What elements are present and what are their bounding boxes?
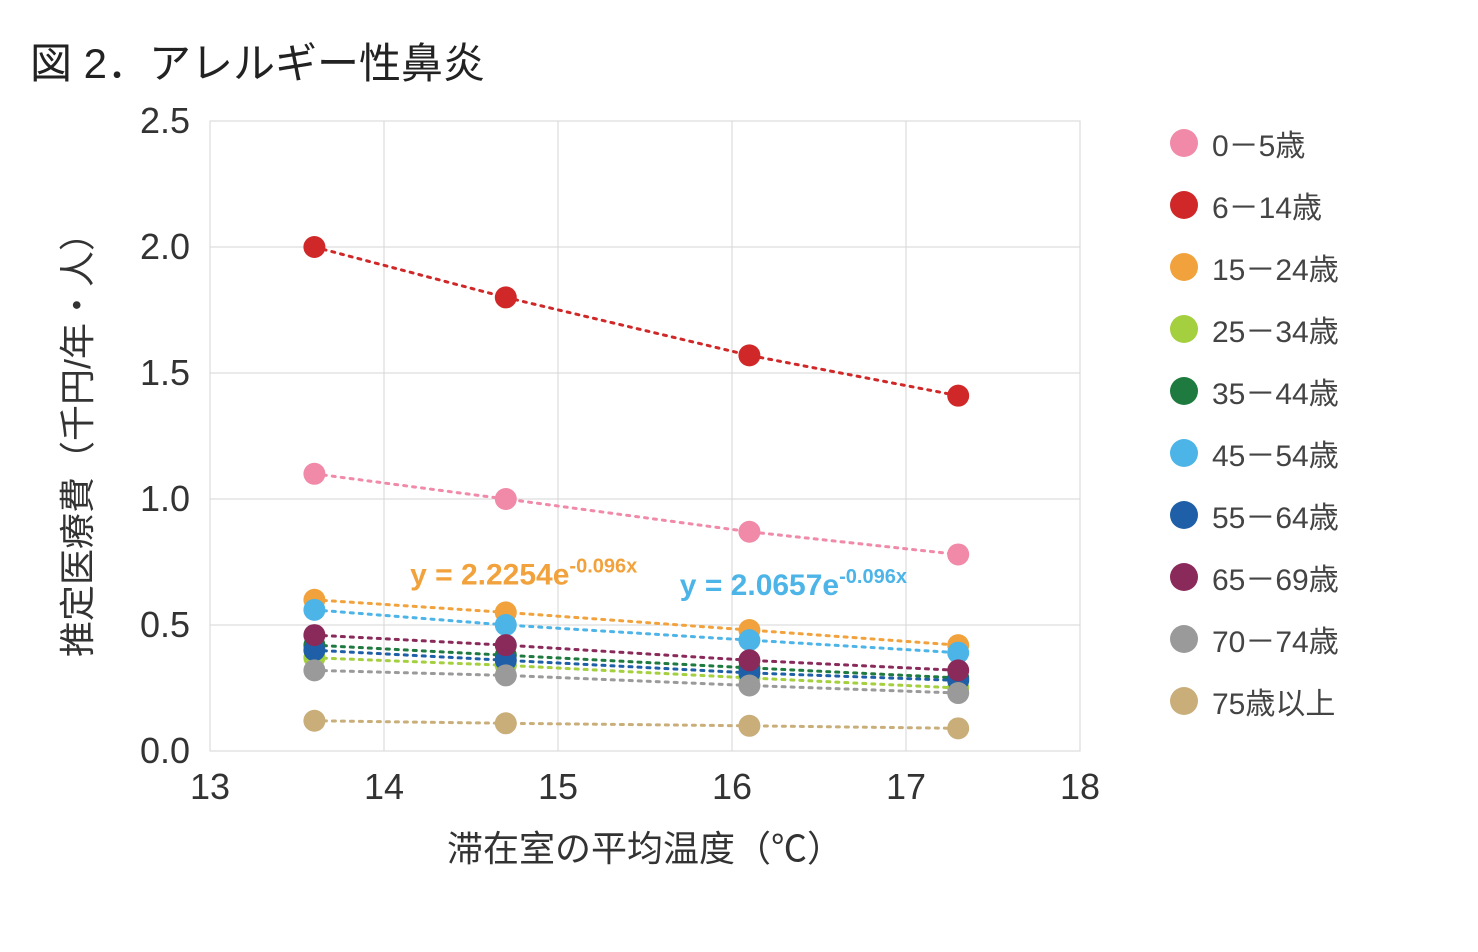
y-tick-label: 0.0 (140, 730, 190, 771)
data-point (495, 634, 517, 656)
data-point (303, 710, 325, 732)
legend-dot-icon (1170, 377, 1198, 405)
data-point (495, 488, 517, 510)
x-tick-label: 14 (364, 766, 404, 807)
legend-item: 55－64歳 (1170, 493, 1339, 537)
chart-area: 13 14 15 16 17 18 0.0 0.5 1.0 1.5 2.0 2.5 推定医療費（千円/年… (30, 101, 1130, 901)
legend-item: 65－69歳 (1170, 555, 1339, 599)
data-point (495, 712, 517, 734)
x-axis-label: 滞在室の平均温度（℃） (447, 828, 843, 869)
data-point (303, 624, 325, 646)
legend-label: 75歳以上 (1212, 679, 1335, 723)
legend-item: 0－5歳 (1170, 121, 1339, 165)
data-point (738, 674, 760, 696)
legend-dot-icon (1170, 253, 1198, 281)
legend-item: 70－74歳 (1170, 617, 1339, 661)
data-point (495, 614, 517, 636)
data-point (738, 649, 760, 671)
legend-dot-icon (1170, 625, 1198, 653)
x-tick-label: 15 (538, 766, 578, 807)
chart-title: 図 2．アレルギー性鼻炎 (30, 30, 1448, 91)
legend-label: 6－14歳 (1212, 183, 1322, 227)
y-tick-label: 1.0 (140, 478, 190, 519)
legend-item: 6－14歳 (1170, 183, 1339, 227)
data-point (947, 543, 969, 565)
legend-item: 15－24歳 (1170, 245, 1339, 289)
legend-item: 45－54歳 (1170, 431, 1339, 475)
legend-label: 45－54歳 (1212, 431, 1339, 475)
y-tick-label: 0.5 (140, 604, 190, 645)
y-axis-label: 推定医療費（千円/年・人） (57, 215, 98, 657)
x-tick-label: 18 (1060, 766, 1100, 807)
data-point (738, 521, 760, 543)
legend-dot-icon (1170, 129, 1198, 157)
data-point (947, 385, 969, 407)
legend-label: 15－24歳 (1212, 245, 1339, 289)
data-point (738, 344, 760, 366)
legend-dot-icon (1170, 563, 1198, 591)
data-point (495, 664, 517, 686)
data-point (947, 717, 969, 739)
data-point (738, 629, 760, 651)
legend-label: 55－64歳 (1212, 493, 1339, 537)
legend-dot-icon (1170, 439, 1198, 467)
data-point (303, 599, 325, 621)
y-tick-label: 2.0 (140, 226, 190, 267)
legend-label: 70－74歳 (1212, 617, 1339, 661)
legend-item: 35－44歳 (1170, 369, 1339, 413)
data-point (495, 286, 517, 308)
data-point (738, 715, 760, 737)
data-point (947, 659, 969, 681)
legend-dot-icon (1170, 315, 1198, 343)
legend-label: 35－44歳 (1212, 369, 1339, 413)
legend-label: 0－5歳 (1212, 121, 1305, 165)
data-point (303, 236, 325, 258)
legend-dot-icon (1170, 191, 1198, 219)
x-tick-label: 17 (886, 766, 926, 807)
legend-dot-icon (1170, 501, 1198, 529)
legend-item: 75歳以上 (1170, 679, 1339, 723)
chart-legend: 0－5歳 6－14歳 15－24歳 25－34歳 35－44歳 45－54歳 55－64歳 6… (1170, 121, 1339, 741)
legend-label: 25－34歳 (1212, 307, 1339, 351)
legend-item: 25－34歳 (1170, 307, 1339, 351)
x-tick-label: 16 (712, 766, 752, 807)
x-tick-label: 13 (190, 766, 230, 807)
data-point (947, 682, 969, 704)
y-tick-label: 1.5 (140, 352, 190, 393)
data-point (303, 463, 325, 485)
legend-label: 65－69歳 (1212, 555, 1339, 599)
y-tick-label: 2.5 (140, 101, 190, 141)
legend-dot-icon (1170, 687, 1198, 715)
data-point (303, 659, 325, 681)
